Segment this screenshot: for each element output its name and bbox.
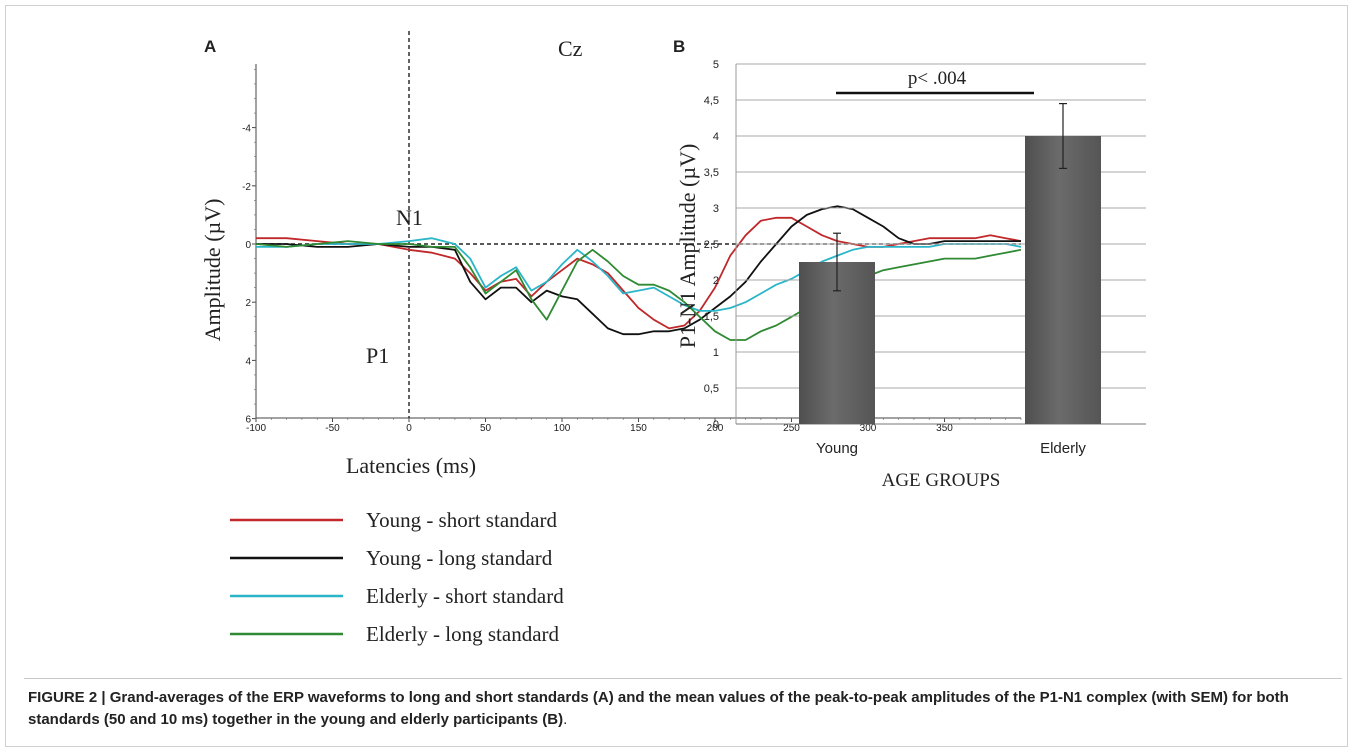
caption-text: Grand-averages of the ERP waveforms to l… [28,689,1289,728]
x-category-label: Young [816,440,858,457]
y-tick-label: 0 [713,419,719,431]
series-line-3 [256,237,1022,312]
x-tick-label: -100 [246,423,266,434]
panel-b-plot: 0 0,5 1 1,5 2 2,5 3 3,5 4 4,5 5 Young Elderly [704,59,1146,457]
panel-a-ylabel: Amplitude (µV) [200,199,225,342]
panel-a-label: A [204,37,216,56]
x-tick-label: 100 [554,423,571,434]
series-line-2 [256,205,1021,336]
caption-end: . [563,711,568,728]
channel-label: Cz [558,36,583,61]
y-tick-label: 1,5 [704,311,719,323]
x-tick-label: 250 [783,423,800,434]
legend-label-1: Young - short standard [366,508,557,532]
x-tick-label: 300 [860,423,877,434]
y-tick-label: 3 [713,203,719,215]
x-tick-label: -50 [325,423,340,434]
legend-label-2: Young - long standard [366,546,553,570]
y-tick-label: 2 [713,275,719,287]
y-tick-label: 0,5 [704,383,719,395]
y-tick-label: 4,5 [704,95,719,107]
panel-b-xlabel: AGE GROUPS [882,470,1001,491]
y-tick-label: 2,5 [704,239,719,251]
figure-caption: FIGURE 2 | Grand-averages of the ERP wav… [28,687,1340,731]
significance-label: p< .004 [908,68,967,89]
legend-label-3: Elderly - short standard [366,584,564,608]
y-tick-label: 4 [245,356,251,367]
y-tick-label: 3,5 [704,167,719,179]
figure-svg: A Cz -100 -50 0 50 100 150 200 250 300 350-4-2024… [200,31,1146,646]
annotation-p1: P1 [366,343,389,368]
legend-label-4: Elderly - long standard [366,622,560,646]
series-line-1 [256,216,1022,330]
y-tick-label: -4 [242,124,251,135]
x-tick-label: 200 [707,423,724,434]
y-tick-label: 4 [713,131,719,143]
x-tick-label: 350 [936,423,953,434]
series-line-4 [255,240,1022,341]
x-tick-label: 150 [630,423,647,434]
y-tick-label: 2 [245,298,251,309]
panel-b-ylabel: P1-N1 Amplitude (µV) [675,144,700,349]
annotation-n1: N1 [396,205,423,230]
panel-b-label: B [673,37,685,56]
y-tick-label: 1 [713,347,719,359]
bar-elderly [1025,136,1101,424]
y-tick-label: 6 [245,415,251,426]
figure-frame: A Cz -100 -50 0 50 100 150 200 250 300 350 -4 -2 0 2 4… [5,5,1348,747]
x-tick-label: 0 [406,423,412,434]
x-category-label: Elderly [1040,440,1086,457]
y-tick-label: 0 [245,240,251,251]
caption-label: FIGURE 2 | [28,689,110,706]
y-tick-label: 5 [713,59,719,71]
caption-divider [24,678,1342,679]
y-tick-label: -2 [242,182,251,193]
x-tick-label: 50 [480,423,492,434]
legend: Young - short standard Young - long stand… [230,508,564,646]
panel-a-xlabel: Latencies (ms) [346,453,476,478]
